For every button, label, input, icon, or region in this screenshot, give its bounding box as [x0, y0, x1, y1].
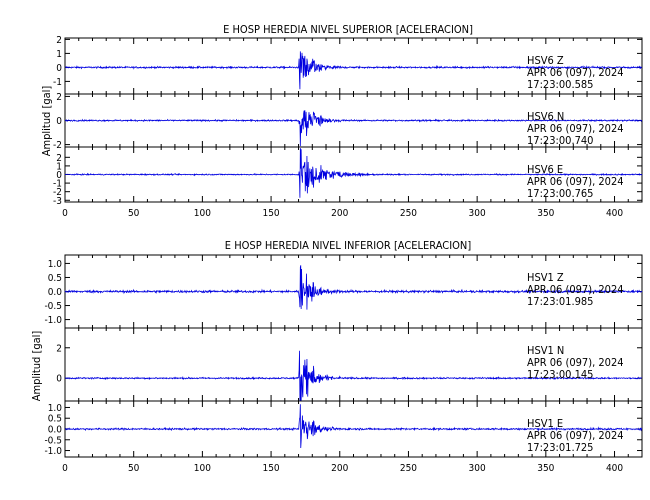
y-tick-label: 0.0	[48, 287, 63, 298]
record-time-label: 17:23:01.725	[527, 441, 593, 454]
seismic-trace	[64, 110, 643, 147]
record-date-label: APR 06 (097), 2024	[527, 283, 624, 296]
station-component-label: HSV1 E	[527, 417, 563, 430]
y-tick-label: 2	[56, 343, 62, 354]
x-tick-label: 300	[469, 463, 486, 474]
record-date-label: APR 06 (097), 2024	[527, 175, 624, 188]
y-tick-label: 0	[56, 63, 62, 74]
y-tick-label: 0.5	[48, 414, 62, 425]
record-time-label: 17:23:00.765	[527, 187, 593, 200]
x-tick-label: 300	[469, 208, 486, 219]
y-tick-label: 0	[56, 116, 62, 127]
station-component-label: HSV1 Z	[527, 271, 564, 284]
y-tick-label: 0	[56, 374, 62, 385]
x-tick-label: 100	[194, 463, 211, 474]
x-tick-label: 100	[194, 208, 211, 219]
record-date-label: APR 06 (097), 2024	[527, 66, 624, 79]
x-tick-label: 350	[537, 463, 554, 474]
x-tick-label: 250	[400, 463, 417, 474]
bottom-y-axis-label: Amplitud [gal]	[30, 331, 43, 402]
y-tick-label: -2	[53, 140, 62, 151]
y-tick-label: 1	[56, 161, 62, 172]
x-tick-label: 200	[331, 208, 348, 219]
y-tick-label: 2	[56, 35, 62, 46]
seismic-trace	[64, 265, 643, 310]
x-tick-label: 200	[331, 463, 348, 474]
record-time-label: 17:23:01.985	[527, 295, 593, 308]
seismic-trace	[64, 350, 643, 402]
y-tick-label: 2	[56, 92, 62, 103]
y-tick-label: -3	[53, 196, 62, 207]
x-tick-label: 350	[537, 208, 554, 219]
x-tick-label: 0	[62, 208, 68, 219]
y-tick-label: -1.0	[44, 315, 62, 326]
x-tick-label: 250	[400, 208, 417, 219]
x-tick-label: 150	[262, 463, 279, 474]
y-tick-label: 1.0	[48, 259, 63, 270]
record-date-label: APR 06 (097), 2024	[527, 429, 624, 442]
top-chart-title: E HOSP HEREDIA NIVEL SUPERIOR [ACELERACI…	[223, 23, 473, 36]
bottom-chart-title: E HOSP HEREDIA NIVEL INFERIOR [ACELERACI…	[225, 239, 472, 252]
record-date-label: APR 06 (097), 2024	[527, 122, 624, 135]
station-component-label: HSV1 N	[527, 344, 564, 357]
station-component-label: HSV6 N	[527, 110, 564, 123]
y-tick-label: 0.0	[48, 425, 63, 436]
y-tick-label: -1	[53, 77, 62, 88]
y-tick-label: 2	[56, 153, 62, 164]
station-component-label: HSV6 Z	[527, 54, 564, 67]
record-time-label: 17:23:00.585	[527, 78, 593, 91]
y-tick-label: 0	[56, 170, 62, 181]
x-tick-label: 150	[262, 208, 279, 219]
x-tick-label: 0	[62, 463, 68, 474]
seismic-trace	[64, 51, 643, 90]
top-y-axis-label: Amplitud [gal]	[40, 86, 53, 157]
seismic-trace	[64, 404, 643, 448]
record-time-label: 17:23:00.740	[527, 134, 593, 147]
y-tick-label: 1	[56, 49, 62, 60]
y-tick-label: -0.5	[44, 435, 62, 446]
y-tick-label: 0.5	[48, 273, 62, 284]
x-tick-label: 400	[606, 463, 623, 474]
station-component-label: HSV6 E	[527, 163, 563, 176]
y-tick-label: -2	[53, 187, 62, 198]
x-tick-label: 50	[128, 208, 140, 219]
y-tick-label: 1.0	[48, 403, 63, 414]
record-date-label: APR 06 (097), 2024	[527, 356, 624, 369]
x-tick-label: 400	[606, 208, 623, 219]
y-tick-label: -0.5	[44, 301, 62, 312]
x-tick-label: 50	[128, 463, 140, 474]
y-tick-label: -1.0	[44, 446, 62, 457]
y-tick-label: -1	[53, 179, 62, 190]
record-time-label: 17:23:00.145	[527, 368, 593, 381]
seismic-trace	[64, 148, 643, 198]
